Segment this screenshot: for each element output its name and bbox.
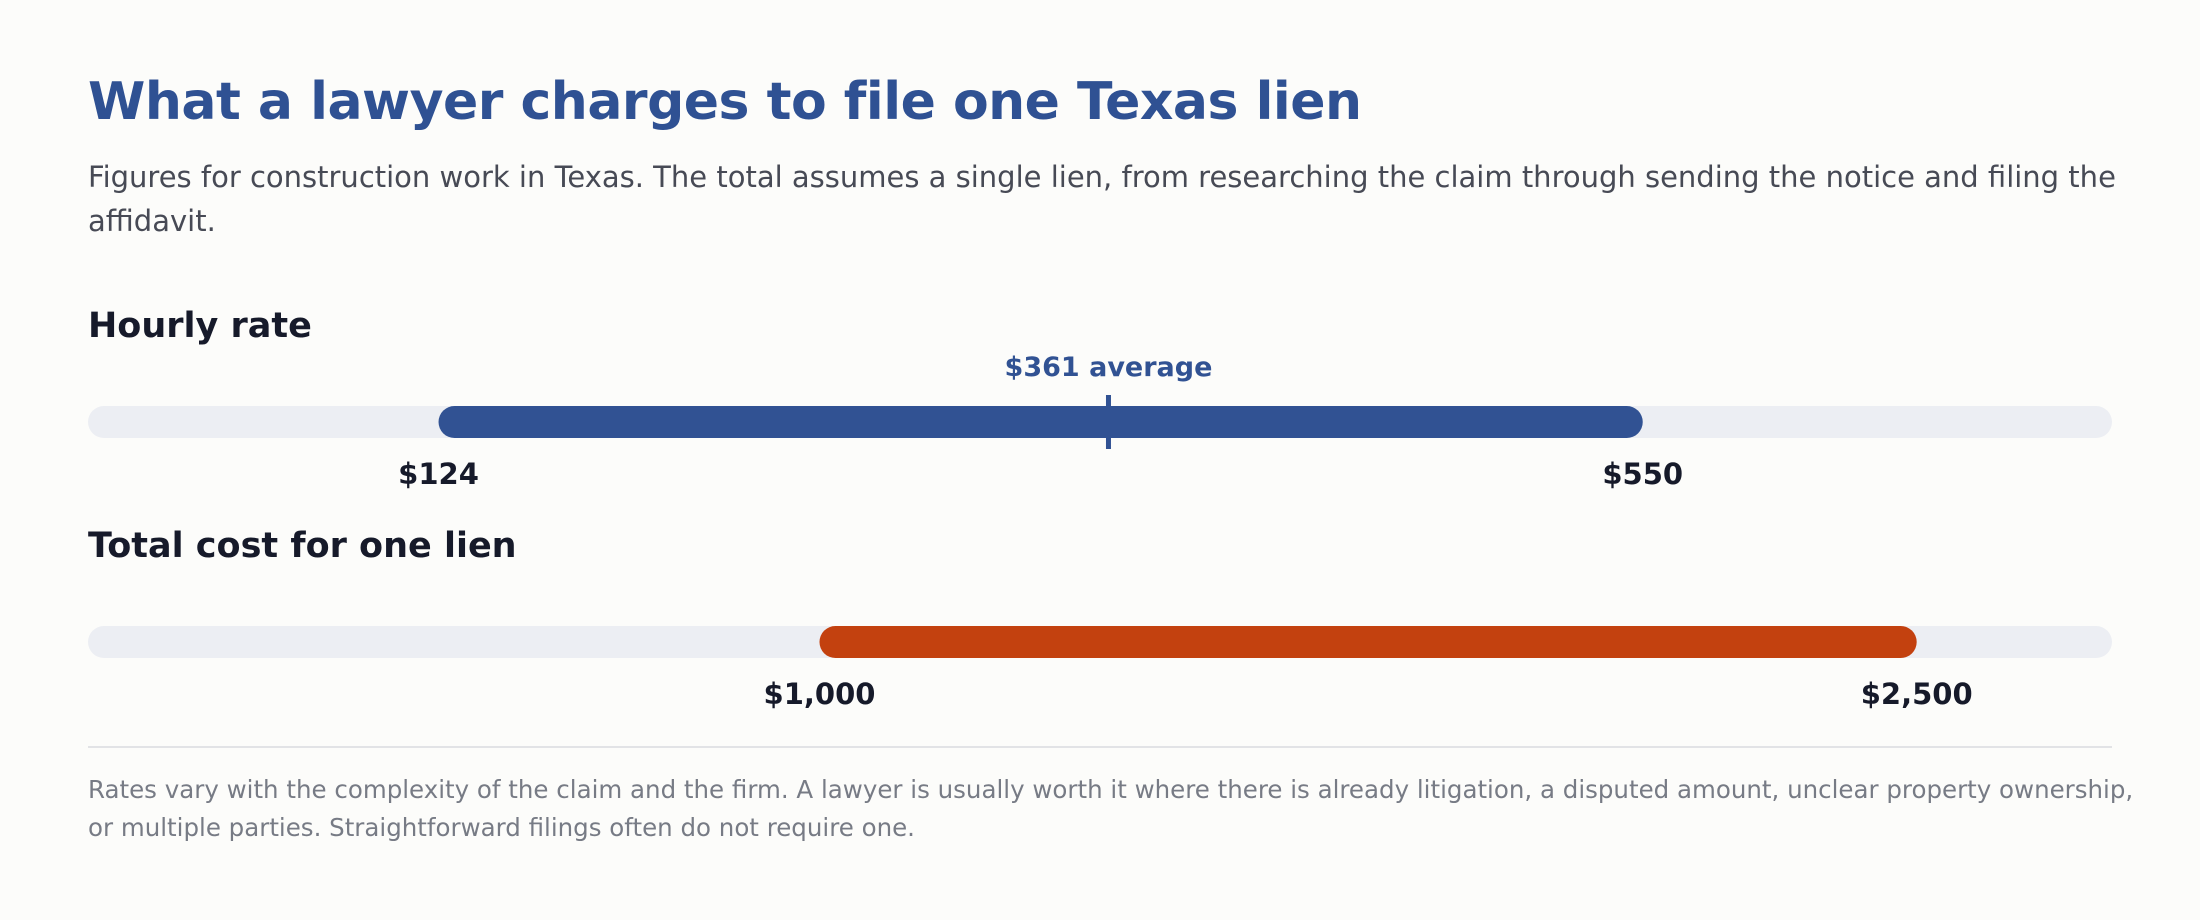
footnote: Rates vary with the complexity of the cl…: [88, 775, 2134, 842]
hourly-rate-title: Hourly rate: [88, 306, 312, 346]
page-subtitle: Figures for construction work in Texas. …: [88, 160, 2116, 238]
total-cost-title: Total cost for one lien: [88, 526, 517, 566]
hourly-low-label: $124: [398, 457, 479, 491]
total-low-label: $1,000: [764, 677, 876, 711]
hourly-average-label: $361 average: [1005, 352, 1213, 383]
page-title: What a lawyer charges to file one Texas …: [88, 72, 1362, 132]
footnote-divider: [88, 746, 2112, 748]
hourly-range-bar: [438, 406, 1643, 438]
total-high-label: $2,500: [1861, 677, 1973, 711]
hourly-high-label: $550: [1602, 457, 1683, 491]
total-range-bar: [819, 626, 1917, 658]
hourly-track: [88, 406, 2112, 438]
total-track: [88, 626, 2112, 658]
